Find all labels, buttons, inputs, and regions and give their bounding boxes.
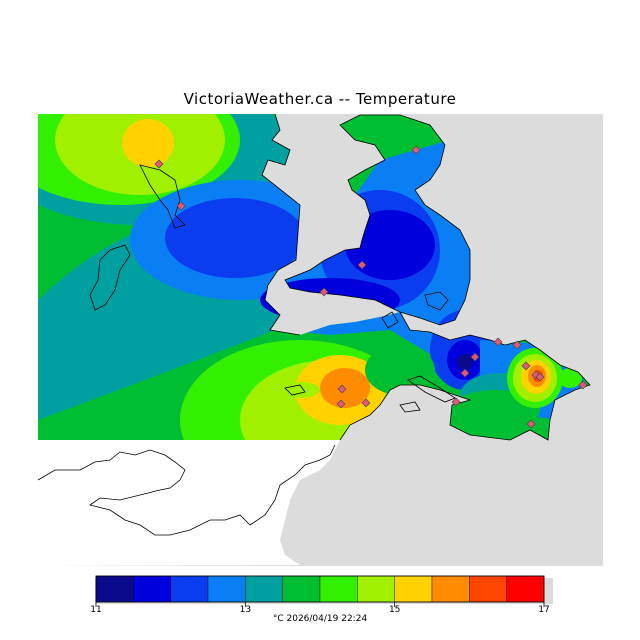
station-marker[interactable]: [521, 361, 531, 371]
legend-bin-2: [170, 575, 209, 603]
legend-bin-10: [469, 575, 507, 603]
station-marker[interactable]: [336, 399, 346, 409]
legend-tick-label-3: 17: [538, 605, 549, 615]
map-title: VictoriaWeather.ca -- Temperature: [183, 90, 457, 108]
legend-bin-0: [95, 575, 134, 603]
station-marker[interactable]: [337, 384, 347, 394]
legend-bin-5: [282, 575, 321, 603]
station-marker[interactable]: [526, 419, 536, 429]
station-marker[interactable]: [470, 352, 480, 362]
station-marker[interactable]: [512, 340, 522, 350]
station-marker[interactable]: [493, 337, 503, 347]
station-marker[interactable]: [411, 145, 421, 155]
legend-bin-3: [207, 575, 246, 603]
coastline: [89, 113, 591, 441]
station-marker[interactable]: [361, 398, 371, 408]
station-markers: [154, 145, 588, 429]
legend-bin-8: [394, 575, 433, 603]
legend-tick-label-2: 15: [389, 605, 400, 615]
southern-land: [38, 440, 340, 566]
station-marker[interactable]: [176, 201, 186, 211]
station-marker[interactable]: [357, 260, 367, 270]
legend-tick-label-1: 13: [240, 605, 251, 615]
timestamp: 2026/04/19 22:24: [286, 614, 368, 624]
station-marker[interactable]: [319, 287, 329, 297]
station-marker[interactable]: [460, 368, 470, 378]
station-marker[interactable]: [451, 397, 461, 407]
legend-bin-9: [431, 575, 470, 603]
station-marker[interactable]: [578, 380, 588, 390]
legend-bins: [95, 575, 545, 603]
station-marker[interactable]: [154, 159, 164, 169]
legend-tick-label-0: 11: [90, 605, 101, 615]
legend-bin-7: [357, 575, 395, 603]
station-marker[interactable]: [535, 372, 545, 382]
legend-bin-1: [133, 575, 171, 603]
unit-label: °C: [272, 614, 284, 624]
legend-bin-6: [319, 575, 358, 603]
legend-frame: [95, 575, 545, 603]
footer-caption: °C 2026/04/19 22:24: [0, 614, 640, 624]
legend-ticks: 11 13 15 17: [90, 602, 550, 615]
legend-bin-4: [245, 575, 283, 603]
legend-bin-11: [506, 575, 545, 603]
southern-coastline: [37, 444, 336, 536]
